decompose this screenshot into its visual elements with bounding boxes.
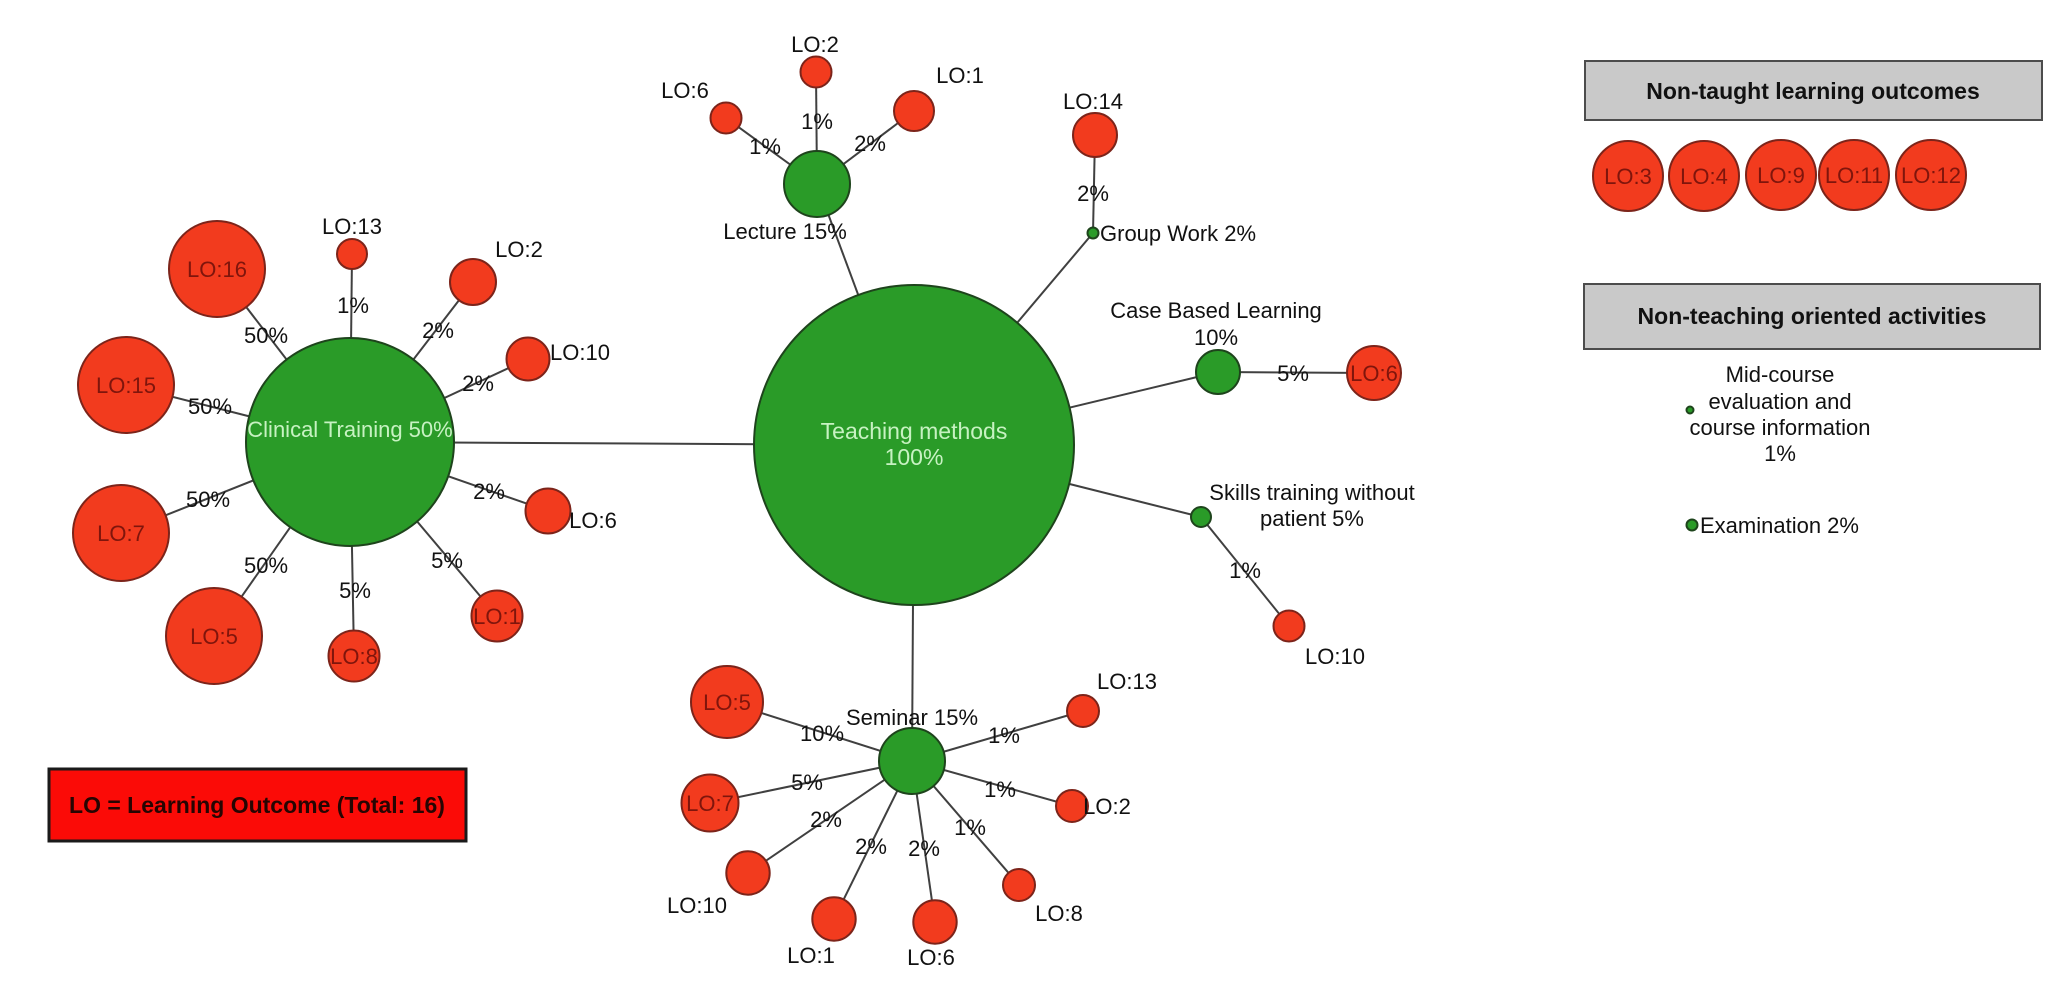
svg-text:1%: 1% bbox=[749, 134, 781, 159]
svg-text:LO:10: LO:10 bbox=[667, 893, 727, 918]
svg-text:1%: 1% bbox=[954, 815, 986, 840]
svg-text:LO:9: LO:9 bbox=[1757, 163, 1805, 188]
svg-text:Lecture 15%: Lecture 15% bbox=[723, 219, 847, 244]
svg-text:1%: 1% bbox=[984, 777, 1016, 802]
svg-text:LO:5: LO:5 bbox=[703, 690, 751, 715]
svg-text:Seminar 15%: Seminar 15% bbox=[846, 705, 978, 730]
svg-text:LO:10: LO:10 bbox=[550, 340, 610, 365]
svg-text:5%: 5% bbox=[431, 548, 463, 573]
svg-text:LO:1: LO:1 bbox=[787, 943, 835, 968]
svg-text:LO:5: LO:5 bbox=[190, 624, 238, 649]
svg-text:2%: 2% bbox=[462, 371, 494, 396]
svg-text:LO:12: LO:12 bbox=[1901, 163, 1961, 188]
svg-text:LO:14: LO:14 bbox=[1063, 89, 1123, 114]
svg-text:5%: 5% bbox=[1277, 361, 1309, 386]
svg-text:LO = Learning Outcome (Total:: LO = Learning Outcome (Total: 16) bbox=[69, 792, 445, 818]
svg-text:1%: 1% bbox=[1229, 558, 1261, 583]
svg-text:LO:6: LO:6 bbox=[661, 78, 709, 103]
svg-text:2%: 2% bbox=[1077, 181, 1109, 206]
svg-text:100%: 100% bbox=[885, 444, 944, 470]
svg-text:LO:2: LO:2 bbox=[791, 32, 839, 57]
svg-text:50%: 50% bbox=[188, 394, 232, 419]
svg-text:LO:7: LO:7 bbox=[686, 791, 734, 816]
svg-text:patient 5%: patient 5% bbox=[1260, 506, 1364, 531]
svg-text:1%: 1% bbox=[337, 293, 369, 318]
svg-text:1%: 1% bbox=[1764, 441, 1796, 466]
svg-text:LO:8: LO:8 bbox=[330, 644, 378, 669]
svg-text:5%: 5% bbox=[791, 770, 823, 795]
svg-text:2%: 2% bbox=[855, 834, 887, 859]
svg-text:LO:13: LO:13 bbox=[1097, 669, 1157, 694]
svg-text:Mid-course: Mid-course bbox=[1726, 362, 1835, 387]
svg-text:50%: 50% bbox=[186, 487, 230, 512]
svg-text:2%: 2% bbox=[908, 836, 940, 861]
svg-text:LO:2: LO:2 bbox=[495, 237, 543, 262]
svg-text:LO:7: LO:7 bbox=[97, 521, 145, 546]
svg-text:Examination 2%: Examination 2% bbox=[1700, 513, 1859, 538]
svg-text:LO:13: LO:13 bbox=[322, 214, 382, 239]
svg-text:10%: 10% bbox=[1194, 325, 1238, 350]
svg-text:Teaching methods: Teaching methods bbox=[821, 418, 1008, 444]
svg-text:Case Based Learning: Case Based Learning bbox=[1110, 298, 1322, 323]
svg-text:LO:1: LO:1 bbox=[473, 604, 521, 629]
svg-text:LO:3: LO:3 bbox=[1604, 164, 1652, 189]
svg-text:LO:16: LO:16 bbox=[187, 257, 247, 282]
svg-text:1%: 1% bbox=[801, 109, 833, 134]
svg-text:50%: 50% bbox=[244, 323, 288, 348]
svg-text:Group Work 2%: Group Work 2% bbox=[1100, 221, 1256, 246]
svg-text:LO:10: LO:10 bbox=[1305, 644, 1365, 669]
svg-text:LO:6: LO:6 bbox=[1350, 361, 1398, 386]
svg-text:50%: 50% bbox=[244, 553, 288, 578]
svg-text:Non-teaching oriented activiti: Non-teaching oriented activities bbox=[1638, 303, 1987, 329]
svg-text:evaluation and: evaluation and bbox=[1708, 389, 1851, 414]
svg-text:Non-taught learning outcomes: Non-taught learning outcomes bbox=[1646, 78, 1980, 104]
svg-text:1%: 1% bbox=[988, 723, 1020, 748]
svg-text:LO:6: LO:6 bbox=[907, 945, 955, 970]
svg-text:10%: 10% bbox=[800, 721, 844, 746]
svg-text:LO:1: LO:1 bbox=[936, 63, 984, 88]
svg-text:Clinical Training 50%: Clinical Training 50% bbox=[247, 417, 452, 442]
svg-text:LO:11: LO:11 bbox=[1825, 163, 1883, 188]
svg-text:Skills training without: Skills training without bbox=[1209, 480, 1414, 505]
svg-text:LO:6: LO:6 bbox=[569, 508, 617, 533]
svg-text:LO:15: LO:15 bbox=[96, 373, 156, 398]
svg-text:LO:4: LO:4 bbox=[1680, 164, 1728, 189]
svg-text:2%: 2% bbox=[473, 479, 505, 504]
svg-text:course information: course information bbox=[1690, 415, 1871, 440]
svg-text:5%: 5% bbox=[339, 578, 371, 603]
svg-text:LO:8: LO:8 bbox=[1035, 901, 1083, 926]
svg-text:2%: 2% bbox=[810, 807, 842, 832]
svg-text:LO:2: LO:2 bbox=[1083, 794, 1131, 819]
svg-text:2%: 2% bbox=[422, 318, 454, 343]
svg-text:2%: 2% bbox=[854, 131, 886, 156]
